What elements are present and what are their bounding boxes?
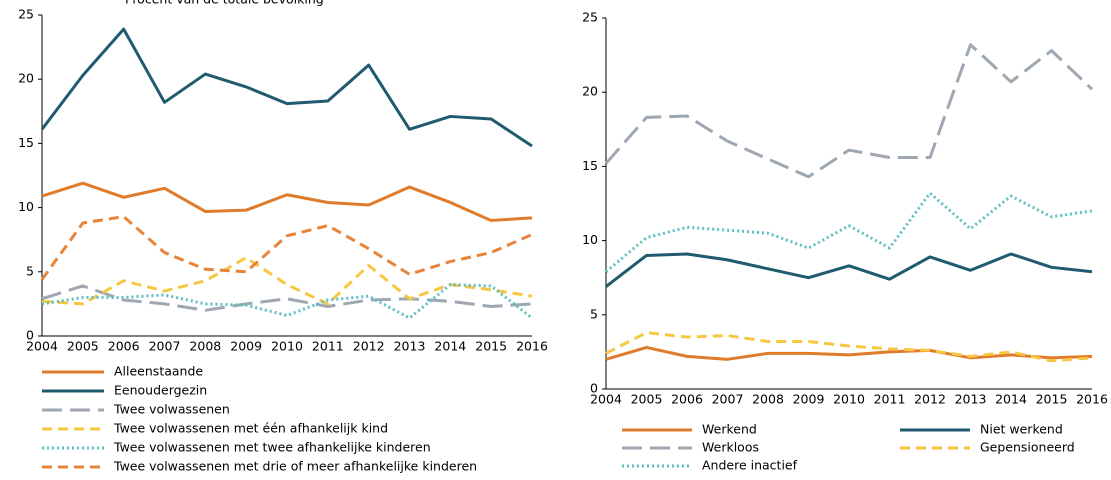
chart-title: Procent van de totale bevolking: [125, 0, 324, 7]
x-tick-label: 2011: [874, 392, 906, 407]
y-tick-label: 15: [18, 135, 34, 150]
x-tick-label: 2014: [434, 339, 466, 354]
x-tick-label: 2010: [271, 339, 303, 354]
y-tick-label: 20: [582, 84, 598, 99]
x-tick-label: 2014: [995, 392, 1027, 407]
series-line: [40, 215, 533, 281]
legend-label: Werkloos: [702, 440, 759, 455]
x-tick-label: 2015: [1036, 392, 1068, 407]
y-tick-label: 20: [18, 71, 34, 86]
y-tick-label: 10: [582, 232, 598, 247]
series-line: [605, 345, 1093, 361]
x-tick-label: 2006: [108, 339, 140, 354]
y-tick-label: 10: [18, 199, 34, 214]
y-tick-label: 5: [26, 263, 34, 278]
x-tick-label: 2012: [353, 339, 385, 354]
y-tick-label: 0: [590, 381, 598, 396]
series-line: [40, 27, 533, 148]
series-line: [605, 252, 1093, 288]
x-tick-label: 2004: [26, 339, 58, 354]
y-tick-label: 15: [582, 158, 598, 173]
series-line: [604, 43, 1094, 179]
y-tick-label: 5: [590, 306, 598, 321]
legend-label: Twee volwassenen met twee afhankelijke k…: [113, 440, 431, 455]
x-tick-label: 2010: [833, 392, 865, 407]
series-line: [605, 331, 1093, 363]
x-tick-label: 2008: [752, 392, 784, 407]
series-line: [41, 284, 533, 312]
legend-label: Twee volwassenen met drie of meer afhank…: [113, 459, 477, 474]
x-tick-label: 2013: [394, 339, 426, 354]
x-tick-label: 2009: [793, 392, 825, 407]
x-tick-label: 2015: [475, 339, 507, 354]
series-line: [41, 256, 533, 306]
x-tick-label: 2007: [712, 392, 744, 407]
y-tick-label: 0: [26, 328, 34, 343]
x-tick-label: 2009: [230, 339, 262, 354]
series-line: [605, 191, 1093, 273]
legend-label: Werkend: [702, 422, 757, 437]
legend-label: Niet werkend: [980, 422, 1063, 437]
x-tick-label: 2016: [516, 339, 548, 354]
y-tick-label: 25: [582, 10, 598, 25]
x-tick-label: 2012: [914, 392, 946, 407]
legend-label: Twee volwassenen met één afhankelijk kin…: [113, 421, 388, 436]
x-tick-label: 2006: [671, 392, 703, 407]
x-tick-label: 2004: [590, 392, 622, 407]
x-tick-label: 2013: [955, 392, 987, 407]
legend-label: Alleenstaande: [114, 364, 203, 379]
series-line: [41, 283, 533, 320]
legend-label: Gepensioneerd: [980, 440, 1075, 455]
legend-label: Twee volwassenen: [113, 402, 230, 417]
x-tick-label: 2007: [149, 339, 181, 354]
x-tick-label: 2016: [1076, 392, 1108, 407]
x-tick-label: 2011: [312, 339, 344, 354]
x-tick-label: 2005: [631, 392, 663, 407]
y-tick-label: 25: [18, 7, 34, 22]
x-tick-label: 2005: [67, 339, 99, 354]
series-line: [41, 181, 533, 222]
legend-label: Andere inactief: [702, 458, 798, 473]
x-tick-label: 2008: [189, 339, 221, 354]
legend-label: Eenoudergezin: [114, 383, 207, 398]
